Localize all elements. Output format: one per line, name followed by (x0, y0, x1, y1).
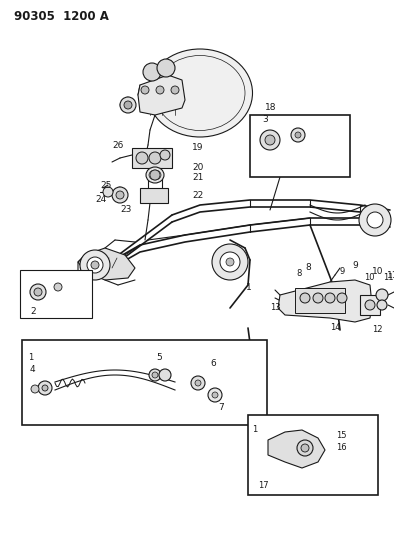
Circle shape (220, 252, 240, 272)
Circle shape (34, 288, 42, 296)
Ellipse shape (146, 167, 164, 183)
Bar (248, 415, 378, 495)
Text: 10: 10 (372, 268, 383, 277)
Polygon shape (268, 430, 325, 468)
Circle shape (301, 444, 309, 452)
Polygon shape (138, 75, 185, 115)
Text: 2: 2 (30, 306, 35, 316)
Circle shape (195, 380, 201, 386)
Circle shape (295, 132, 301, 138)
Text: 15: 15 (336, 431, 346, 440)
Circle shape (103, 187, 113, 197)
Text: 16: 16 (336, 443, 347, 453)
Circle shape (208, 388, 222, 402)
Circle shape (212, 392, 218, 398)
Circle shape (226, 258, 234, 266)
Text: 1: 1 (252, 425, 257, 434)
Circle shape (359, 204, 391, 236)
Circle shape (152, 372, 158, 378)
Circle shape (141, 86, 149, 94)
Circle shape (150, 170, 160, 180)
Text: 11: 11 (383, 273, 394, 282)
Circle shape (112, 187, 128, 203)
Text: 19: 19 (192, 143, 203, 152)
Text: 7: 7 (218, 403, 224, 413)
Circle shape (143, 63, 161, 81)
Text: 5: 5 (156, 353, 162, 362)
Text: 13: 13 (270, 303, 281, 312)
Bar (132, 148, 172, 168)
Circle shape (337, 293, 347, 303)
Text: 24: 24 (95, 196, 106, 205)
Text: 9: 9 (352, 261, 358, 270)
Text: 3: 3 (262, 116, 268, 125)
Text: 90305  1200 A: 90305 1200 A (14, 11, 109, 23)
Circle shape (160, 150, 170, 160)
Circle shape (265, 135, 275, 145)
Polygon shape (78, 248, 135, 280)
Circle shape (291, 128, 305, 142)
Circle shape (260, 130, 280, 150)
Circle shape (149, 152, 161, 164)
Text: 1: 1 (246, 284, 252, 293)
Circle shape (300, 293, 310, 303)
Text: 9: 9 (340, 268, 345, 277)
Text: 17: 17 (258, 481, 269, 490)
Circle shape (91, 261, 99, 269)
Circle shape (80, 250, 110, 280)
Circle shape (191, 376, 205, 390)
Text: 20: 20 (192, 164, 203, 173)
Polygon shape (278, 280, 372, 322)
Circle shape (156, 86, 164, 94)
Circle shape (30, 284, 46, 300)
Text: 4: 4 (30, 366, 35, 375)
Text: 21: 21 (192, 174, 203, 182)
Circle shape (42, 385, 48, 391)
Circle shape (367, 212, 383, 228)
Bar (20, 270, 92, 318)
Text: 22: 22 (192, 190, 203, 199)
Circle shape (376, 289, 388, 301)
Text: 8: 8 (296, 269, 301, 278)
Circle shape (38, 381, 52, 395)
Text: 25: 25 (100, 181, 112, 190)
Bar (250, 115, 350, 177)
Circle shape (149, 369, 161, 381)
Circle shape (159, 369, 171, 381)
Circle shape (171, 86, 179, 94)
Circle shape (31, 385, 39, 393)
Circle shape (136, 152, 148, 164)
Circle shape (212, 244, 248, 280)
Text: 1: 1 (28, 352, 33, 361)
Circle shape (116, 191, 124, 199)
Bar (295, 288, 345, 313)
Ellipse shape (147, 49, 253, 137)
Text: 6: 6 (210, 359, 216, 367)
Text: 18: 18 (265, 103, 277, 112)
Text: 11: 11 (387, 271, 394, 280)
Bar (140, 188, 168, 203)
Circle shape (377, 300, 387, 310)
Circle shape (365, 300, 375, 310)
Circle shape (120, 97, 136, 113)
Text: 26: 26 (112, 141, 123, 149)
Text: 12: 12 (372, 326, 383, 335)
Bar (22, 340, 267, 425)
Bar (360, 295, 380, 315)
Text: 8: 8 (305, 263, 311, 272)
Circle shape (325, 293, 335, 303)
Text: 23: 23 (120, 206, 131, 214)
Circle shape (313, 293, 323, 303)
Text: 10: 10 (364, 272, 375, 281)
Circle shape (157, 59, 175, 77)
Circle shape (124, 101, 132, 109)
Text: 14: 14 (330, 324, 340, 333)
Circle shape (54, 283, 62, 291)
Circle shape (87, 257, 103, 273)
Circle shape (297, 440, 313, 456)
